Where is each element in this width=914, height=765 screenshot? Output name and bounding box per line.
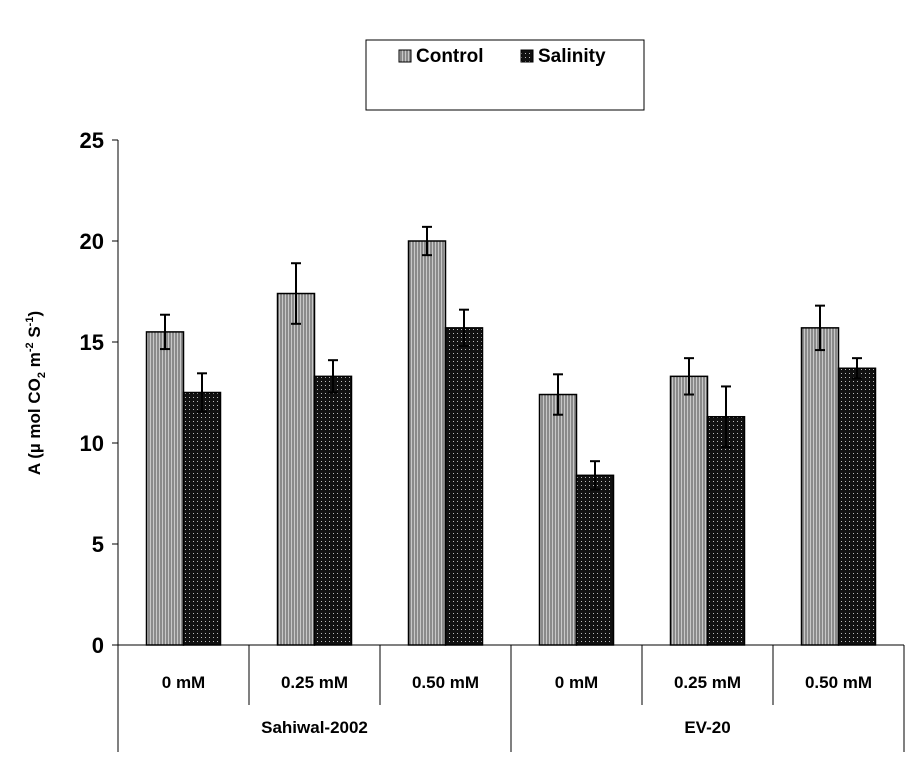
bar-control [276,292,316,646]
x-tick-label: 0.50 mM [805,673,872,692]
group-label: EV-20 [684,718,730,737]
bar-salinity [444,327,484,646]
bar-salinity [706,415,746,646]
group-label: Sahiwal-2002 [261,718,368,737]
legend: Control Salinity [365,39,645,111]
bar-salinity [182,391,222,646]
bar-control [800,327,840,646]
x-tick-label: 0 mM [555,673,598,692]
legend-label-salinity: Salinity [538,46,606,67]
bar-control [669,375,709,646]
bar-control [145,331,185,646]
bar-salinity [575,474,615,646]
x-tick-label: 0.25 mM [674,673,741,692]
bar-salinity [837,367,877,646]
y-tick-label: 0 [92,633,104,658]
legend-box [365,39,645,111]
legend-swatch-control [398,49,412,63]
y-tick-label: 10 [80,431,104,456]
legend-label-control: Control [416,46,484,67]
y-tick-label: 5 [92,532,104,557]
bar-control [407,240,447,646]
bar-control [538,393,578,646]
x-tick-label: 0 mM [162,673,205,692]
legend-swatch-salinity [520,49,534,63]
y-tick-label: 15 [80,330,104,355]
x-tick-label: 0.50 mM [412,673,479,692]
bar-salinity [313,375,353,646]
y-axis-label: A (µ mol CO2 m-2 S-1) [24,311,48,475]
y-tick-label: 25 [80,128,104,153]
y-tick-label: 20 [80,229,104,254]
x-tick-label: 0.25 mM [281,673,348,692]
